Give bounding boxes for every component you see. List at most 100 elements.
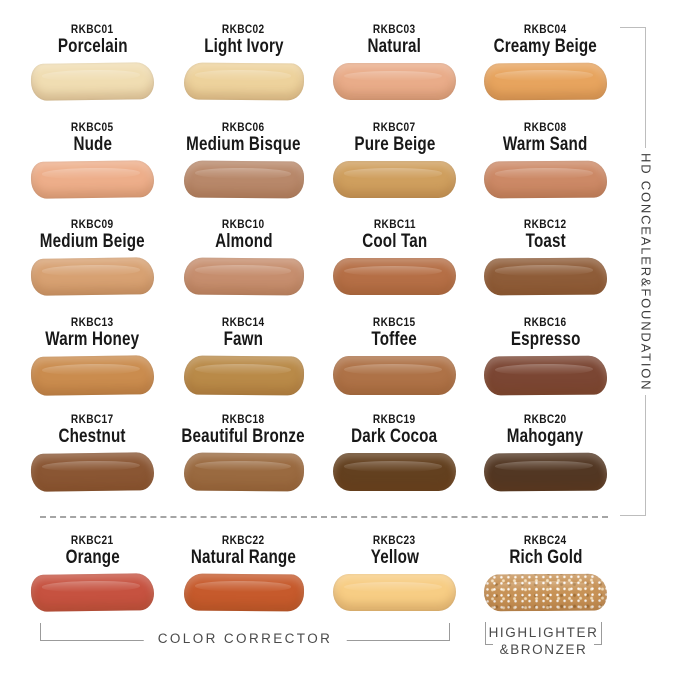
shade-code: RKBC13 — [71, 316, 114, 329]
swatch-smear — [183, 452, 304, 492]
shade-name: Medium Beige — [40, 230, 145, 252]
shade-cell-dark-cocoa: RKBC19 Dark Cocoa — [319, 407, 470, 505]
shade-code: RKBC12 — [524, 219, 567, 231]
shade-name: Natural — [367, 35, 422, 57]
swatch-smear — [483, 453, 608, 492]
shade-code: RKBC01 — [71, 24, 114, 36]
swatch-smear-glitter — [483, 574, 608, 612]
shade-cell-pure-beige: RKBC07 Pure Beige — [319, 115, 470, 213]
shade-code: RKBC15 — [373, 316, 416, 329]
right-bracket-bottom — [620, 395, 646, 516]
dashed-divider — [40, 516, 608, 518]
swatch-row: RKBC01 Porcelain RKBC02 Light Ivory RKBC… — [17, 17, 621, 115]
swatch-row: RKBC05 Nude RKBC06 Medium Bisque RKBC07 … — [17, 115, 621, 213]
shade-name: Toast — [525, 230, 566, 252]
shade-name: Creamy Beige — [493, 35, 598, 57]
swatch-smear — [30, 573, 155, 613]
shade-cell-natural: RKBC03 Natural — [319, 17, 470, 115]
swatch-smear — [30, 257, 155, 297]
shade-cell-almond: RKBC10 Almond — [168, 212, 319, 310]
shade-cell-light-ivory: RKBC02 Light Ivory — [168, 17, 319, 115]
shade-name: Dark Cocoa — [351, 425, 438, 447]
swatch-row-correctors: RKBC21 Orange RKBC22 Natural Range RKBC2… — [17, 528, 621, 613]
shade-cell-warm-honey: RKBC13 Warm Honey — [17, 310, 168, 408]
shade-name: Toffee — [371, 327, 418, 350]
shade-name: Espresso — [510, 327, 581, 350]
shade-name: Fawn — [223, 327, 264, 350]
shade-cell-orange: RKBC21 Orange — [17, 528, 168, 613]
shade-code: RKBC11 — [373, 219, 416, 231]
shade-name: Medium Bisque — [186, 132, 301, 155]
shade-name: Yellow — [370, 546, 419, 568]
shade-code: RKBC23 — [373, 535, 416, 547]
swatch-smear — [333, 258, 456, 296]
swatch-row: RKBC09 Medium Beige RKBC10 Almond RKBC11… — [17, 212, 621, 310]
swatch-smear — [333, 160, 456, 198]
shade-cell-medium-bisque: RKBC06 Medium Bisque — [168, 115, 319, 213]
swatch-smear — [183, 573, 304, 612]
shade-code: RKBC10 — [222, 219, 265, 231]
swatch-grid: RKBC01 Porcelain RKBC02 Light Ivory RKBC… — [17, 17, 621, 505]
swatch-smear — [183, 160, 304, 199]
shade-code: RKBC19 — [373, 414, 416, 426]
swatch-row: RKBC17 Chestnut RKBC18 Beautiful Bronze … — [17, 407, 621, 505]
shade-cell-espresso: RKBC16 Espresso — [470, 310, 621, 408]
shade-name: Pure Beige — [353, 132, 436, 155]
shade-name: Natural Range — [190, 546, 297, 568]
swatch-smear — [333, 63, 456, 101]
right-bracket-top — [620, 27, 646, 148]
shade-code: RKBC04 — [524, 24, 567, 36]
shade-name: Light Ivory — [203, 35, 284, 57]
shade-name: Nude — [73, 132, 112, 155]
shade-code: RKBC20 — [524, 414, 567, 426]
swatch-smear — [333, 574, 456, 612]
swatch-smear — [30, 160, 155, 199]
swatch-smear — [183, 62, 304, 101]
shade-cell-medium-beige: RKBC09 Medium Beige — [17, 212, 168, 310]
shade-code: RKBC17 — [71, 414, 114, 426]
shade-cell-nude: RKBC05 Nude — [17, 115, 168, 213]
shade-cell-toast: RKBC12 Toast — [470, 212, 621, 310]
swatch-smear — [483, 160, 608, 199]
shade-code: RKBC18 — [222, 414, 265, 426]
swatch-smear — [183, 355, 304, 396]
highlighter-bronzer-bracket: HIGHLIGHTER &BRONZER — [485, 622, 602, 657]
shade-code: RKBC14 — [222, 316, 265, 329]
shade-code: RKBC08 — [524, 121, 567, 134]
shade-code: RKBC16 — [524, 316, 567, 329]
shade-name: Mahogany — [507, 425, 584, 447]
shade-cell-rich-gold: RKBC24 Rich Gold — [470, 528, 621, 612]
shade-name: Orange — [65, 546, 120, 568]
shade-code: RKBC21 — [71, 535, 114, 547]
shade-cell-cool-tan: RKBC11 Cool Tan — [319, 212, 470, 310]
shade-cell-creamy-beige: RKBC04 Creamy Beige — [470, 17, 621, 115]
swatch-row: RKBC13 Warm Honey RKBC14 Fawn RKBC15 Tof… — [17, 310, 621, 408]
group-label-highlighter-bronzer: HIGHLIGHTER &BRONZER — [489, 624, 599, 659]
shade-cell-yellow: RKBC23 Yellow — [319, 528, 470, 612]
shade-cell-porcelain: RKBC01 Porcelain — [17, 17, 168, 115]
shade-cell-mahogany: RKBC20 Mahogany — [470, 407, 621, 505]
shade-name: Beautiful Bronze — [181, 425, 306, 447]
shade-name: Cool Tan — [361, 230, 428, 252]
shade-name: Porcelain — [57, 35, 128, 57]
shade-name: Warm Sand — [503, 132, 588, 155]
group-label-color-corrector: COLOR CORRECTOR — [143, 631, 347, 646]
shade-cell-chestnut: RKBC17 Chestnut — [17, 407, 168, 505]
swatch-smear — [333, 355, 456, 395]
swatch-smear — [30, 355, 155, 396]
shade-code: RKBC07 — [373, 121, 416, 134]
swatch-smear — [483, 258, 608, 296]
shade-name: Rich Gold — [508, 546, 583, 568]
swatch-smear — [183, 257, 304, 296]
swatch-smear — [30, 62, 155, 102]
shade-cell-fawn: RKBC14 Fawn — [168, 310, 319, 408]
shade-name: Chestnut — [58, 425, 127, 447]
swatch-smear — [30, 452, 155, 493]
swatch-smear — [483, 63, 608, 101]
shade-cell-toffee: RKBC15 Toffee — [319, 310, 470, 408]
swatch-smear — [483, 355, 608, 396]
shade-code: RKBC05 — [71, 121, 114, 134]
shade-code: RKBC09 — [71, 219, 114, 231]
shade-code: RKBC02 — [222, 24, 265, 36]
